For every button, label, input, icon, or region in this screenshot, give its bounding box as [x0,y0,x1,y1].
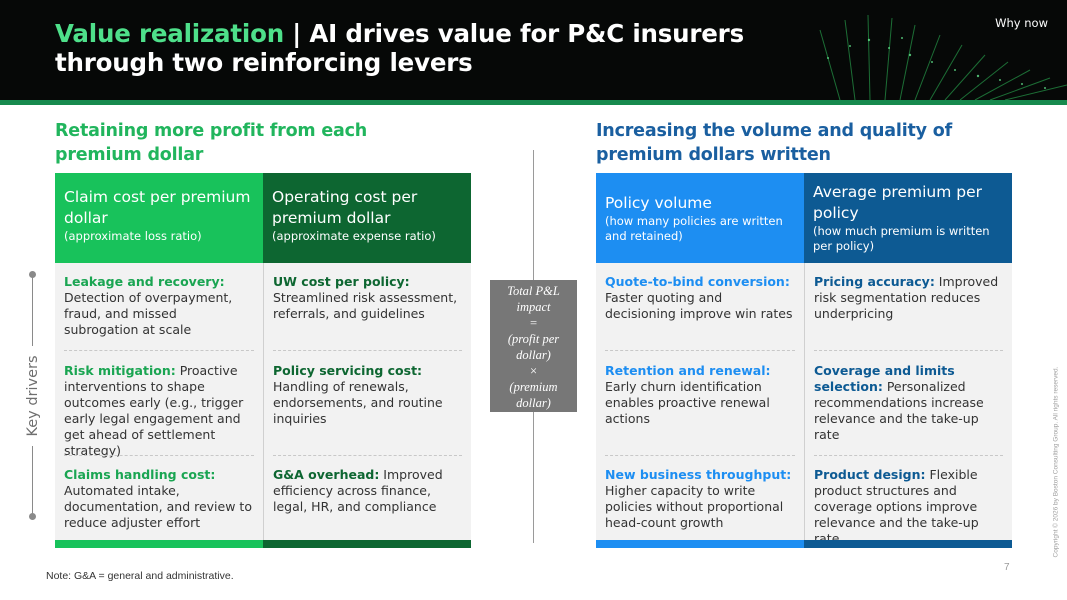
driver-text: Handling of renewals, endorsements, and … [273,379,443,426]
column-bottom-bar [263,540,471,548]
footnote: Note: G&A = general and administrative. [46,570,234,582]
driver-text: Improved risk segmentation reduces under… [814,274,999,321]
column-subtitle: (approximate loss ratio) [64,229,202,243]
column-title: Policy volume [605,194,712,212]
driver-text: Early churn identification enables proac… [605,379,770,426]
column-body-operating-cost: UW cost per policy: Streamlined risk ass… [263,263,471,540]
driver-item: Risk mitigation: Proactive interventions… [64,363,255,459]
driver-text: Higher capacity to write policies withou… [605,483,784,530]
right-section-heading: Increasing the volume and quality of pre… [596,121,952,165]
formula-line: (profit per [507,332,560,346]
driver-item: Claims handling cost: Automated intake, … [64,467,255,531]
driver-item: Coverage and limits selection: Personali… [814,363,1004,443]
formula-line: (premium [509,380,558,394]
driver-text: Improved efficiency across finance, lega… [273,467,443,514]
key-drivers-dot-top [29,271,36,278]
dashed-divider [64,350,254,351]
formula-line: dollar) [516,348,551,362]
driver-lead: Leakage and recovery: [64,274,225,289]
dashed-divider [605,455,795,456]
driver-item: Pricing accuracy: Improved risk segmenta… [814,274,1004,322]
driver-text: Flexible product structures and coverage… [814,467,979,546]
formula-line: × [529,364,538,378]
driver-text: Streamlined risk assessment, referrals, … [273,290,458,321]
driver-item: UW cost per policy: Streamlined risk ass… [273,274,463,322]
key-drivers-line-bottom [32,446,33,516]
column-bottom-bar [804,540,1012,548]
copyright-notice: Copyright © 2026 by Boston Consulting Gr… [1052,366,1060,558]
column-title: Claim cost per premium dollar [64,188,251,227]
column-body-policy-volume: Quote-to-bind conversion: Faster quoting… [596,263,804,540]
column-bottom-bar [596,540,804,548]
key-drivers-line-top [32,274,33,346]
dashed-divider [273,455,462,456]
driver-text: Automated intake, documentation, and rev… [64,483,252,530]
driver-item: Product design: Flexible product structu… [814,467,1004,547]
column-subtitle: (approximate expense ratio) [272,229,436,243]
driver-lead: New business throughput: [605,467,792,482]
column-header-claim-cost: Claim cost per premium dollar (approxima… [55,173,263,263]
column-title: Average premium per policy [813,183,982,222]
why-now-tag: Why now [995,16,1048,30]
driver-lead: Quote-to-bind conversion: [605,274,790,289]
formula-line: Total P&L [507,284,560,298]
driver-lead: Claims handling cost: [64,467,216,482]
driver-text: Proactive interventions to shape outcome… [64,363,244,458]
formula-line: dollar) [516,396,551,410]
driver-text: Faster quoting and decisioning improve w… [605,290,793,321]
driver-text: Personalized recommendations increase re… [814,379,984,442]
dashed-divider [64,455,254,456]
driver-item: New business throughput: Higher capacity… [605,467,796,531]
column-title: Operating cost per premium dollar [272,188,418,227]
dashed-divider [814,350,1003,351]
title-main: AI drives value for P&C insurers through… [55,19,744,77]
driver-item: Policy servicing cost: Handling of renew… [273,363,463,427]
driver-lead: Risk mitigation: [64,363,176,378]
driver-lead: Retention and renewal: [605,363,771,378]
header-accent-bar [0,100,1067,105]
left-section-heading: Retaining more profit from each premium … [55,121,368,165]
driver-lead: UW cost per policy: [273,274,410,289]
key-drivers-label: Key drivers [25,355,41,437]
driver-item: G&A overhead: Improved efficiency across… [273,467,463,515]
formula-line: = [529,316,538,330]
column-subtitle: (how much premium is written per policy) [813,224,990,253]
driver-lead: Product design: [814,467,926,482]
dashed-divider [273,350,462,351]
driver-text: Detection of overpayment, fraud, and mis… [64,290,233,337]
driver-item: Leakage and recovery: Detection of overp… [64,274,255,338]
column-header-average-premium: Average premium per policy (how much pre… [804,173,1012,263]
page-number: 7 [1004,562,1010,573]
header-banner: Value realization | AI drives value for … [0,0,1067,100]
key-drivers-dot-bottom [29,513,36,520]
title-separator: | [283,19,310,48]
column-header-operating-cost: Operating cost per premium dollar (appro… [263,173,471,263]
driver-lead: Coverage and limits selection: [814,363,955,394]
column-body-average-premium: Pricing accuracy: Improved risk segmenta… [804,263,1012,546]
column-bottom-bar [55,540,263,548]
slide-title: Value realization | AI drives value for … [55,19,855,77]
driver-item: Retention and renewal: Early churn ident… [605,363,796,427]
dashed-divider [814,455,1003,456]
header-light-streaks-decoration [819,14,1067,100]
column-subtitle: (how many policies are written and retai… [605,214,783,243]
driver-item: Quote-to-bind conversion: Faster quoting… [605,274,796,322]
driver-lead: Pricing accuracy: [814,274,935,289]
driver-lead: G&A overhead: [273,467,380,482]
column-body-claim-cost: Leakage and recovery: Detection of overp… [55,263,263,540]
dashed-divider [605,350,795,351]
driver-lead: Policy servicing cost: [273,363,423,378]
title-accent: Value realization [55,19,284,48]
column-header-policy-volume: Policy volume (how many policies are wri… [596,173,804,263]
pnl-formula-box: Total P&L impact = (profit per dollar) ×… [490,280,577,412]
formula-line: impact [516,300,551,314]
